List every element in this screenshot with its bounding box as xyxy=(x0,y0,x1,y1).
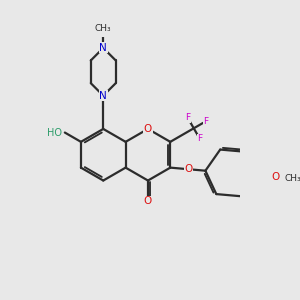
Text: O: O xyxy=(185,164,193,174)
Text: F: F xyxy=(197,134,202,143)
Text: CH₃: CH₃ xyxy=(95,24,112,33)
Text: O: O xyxy=(144,196,152,206)
Text: O: O xyxy=(144,124,152,134)
Text: F: F xyxy=(203,117,208,126)
Text: F: F xyxy=(185,113,190,122)
Text: CH₃: CH₃ xyxy=(284,174,300,183)
Text: O: O xyxy=(271,172,279,182)
Text: N: N xyxy=(99,91,107,101)
Text: N: N xyxy=(99,43,107,53)
Text: HO: HO xyxy=(47,128,62,137)
